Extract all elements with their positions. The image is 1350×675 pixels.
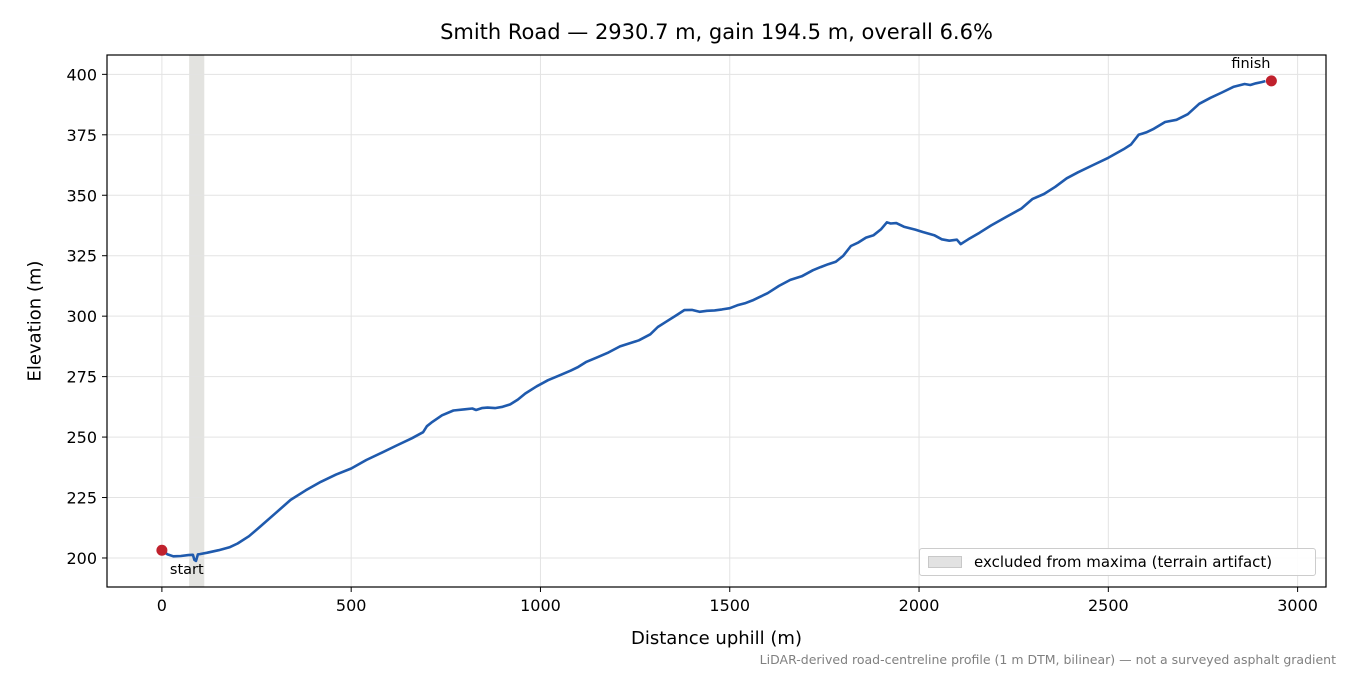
legend-label-excluded-band: excluded from maxima (terrain artifact) — [974, 553, 1273, 571]
marker-finish — [1265, 75, 1277, 87]
footnote: LiDAR-derived road-centreline profile (1… — [759, 652, 1336, 667]
x-axis-label: Distance uphill (m) — [631, 628, 802, 649]
y-tick-label: 400 — [66, 65, 97, 84]
x-tick-label: 500 — [336, 596, 367, 615]
excluded-band — [189, 55, 205, 587]
y-tick-label: 300 — [66, 307, 97, 326]
y-tick-label: 350 — [66, 186, 97, 205]
label-start: start — [170, 562, 204, 578]
elevation-line — [161, 79, 1266, 563]
y-tick-label: 200 — [66, 549, 97, 568]
legend: excluded from maxima (terrain artifact) — [919, 548, 1316, 576]
chart-title: Smith Road — 2930.7 m, gain 194.5 m, ove… — [440, 20, 993, 44]
y-tick-label: 325 — [66, 247, 97, 266]
x-tick-label: 0 — [157, 596, 167, 615]
y-tick-label: 275 — [66, 368, 97, 387]
y-tick-label: 250 — [66, 428, 97, 447]
legend-swatch-excluded-band — [928, 556, 962, 568]
y-tick-label: 225 — [66, 489, 97, 508]
marker-start — [156, 544, 168, 556]
x-tick-label: 2500 — [1088, 596, 1129, 615]
y-axis-label: Elevation (m) — [24, 260, 46, 382]
plot-frame — [106, 54, 1327, 588]
y-tick-label: 375 — [66, 126, 97, 145]
x-tick-label: 1000 — [520, 596, 561, 615]
x-tick-label: 2000 — [899, 596, 940, 615]
x-tick-label: 3000 — [1277, 596, 1318, 615]
x-tick-label: 1500 — [709, 596, 750, 615]
label-finish: finish — [1231, 56, 1270, 72]
